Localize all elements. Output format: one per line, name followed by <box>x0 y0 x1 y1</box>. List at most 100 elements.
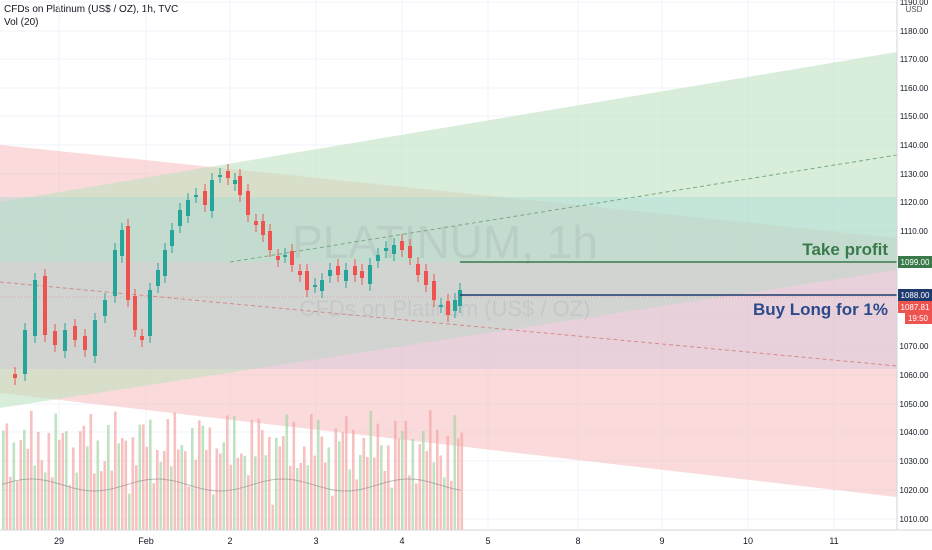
volume-bar <box>142 424 145 530</box>
volume-bar <box>166 419 170 530</box>
volume-bar <box>411 439 415 530</box>
price-tick: 1050.00 <box>900 400 929 409</box>
take-profit-price: 1099.00 <box>901 258 930 267</box>
volume-bar <box>317 419 320 530</box>
candle-body <box>218 175 222 177</box>
volume-bar <box>450 480 453 530</box>
entry-price-tag <box>898 289 932 301</box>
volume-bar <box>457 438 460 530</box>
candle-body <box>233 180 237 184</box>
volume-bar <box>159 461 163 530</box>
volume-ma-line <box>1 478 461 492</box>
volume-bar <box>324 462 327 530</box>
volume-bar <box>72 447 75 530</box>
take-profit-label[interactable]: Take profit <box>802 240 888 259</box>
volume-bar <box>359 454 362 530</box>
price-tick: 1170.00 <box>900 55 929 64</box>
volume-bar <box>446 435 450 530</box>
volume-bar <box>292 421 296 530</box>
volume-bar <box>254 456 257 530</box>
volume-bar <box>306 465 310 530</box>
volume-bar <box>352 429 355 530</box>
volume-bar <box>331 495 334 530</box>
volume-bar <box>380 445 383 530</box>
volume-bar <box>334 428 338 530</box>
candle-body <box>376 255 380 261</box>
volume-bar <box>16 481 19 530</box>
volume-bar <box>75 472 79 530</box>
volume-bar <box>191 427 194 530</box>
candle-body <box>120 230 124 256</box>
volume-bar <box>110 470 114 530</box>
candle-body <box>268 231 272 250</box>
volume-bar <box>439 455 443 530</box>
time-axis[interactable] <box>0 530 932 550</box>
candle-body <box>344 270 348 281</box>
volume-bar <box>285 414 289 530</box>
volume-indicator-label[interactable]: Vol (20) <box>4 17 39 28</box>
time-tick: 8 <box>575 536 580 546</box>
candle-body <box>416 264 420 275</box>
buy-long-label[interactable]: Buy Long for 1% <box>753 300 888 319</box>
volume-bar <box>61 433 65 530</box>
currency-label: USD <box>906 5 923 14</box>
candle-body <box>210 180 214 211</box>
volume-bar <box>310 414 313 530</box>
volume-bar <box>320 436 324 530</box>
volume-bar <box>219 453 222 530</box>
candle-body <box>113 250 117 296</box>
volume-bar <box>33 465 37 530</box>
candle-body <box>336 266 340 275</box>
volume-bar <box>236 457 240 530</box>
volume-bar <box>89 413 93 530</box>
price-tick: 1140.00 <box>900 141 929 150</box>
price-tick: 1130.00 <box>900 170 929 179</box>
candle-body <box>226 171 230 178</box>
candle-body <box>424 271 428 285</box>
volume-bar <box>383 471 387 530</box>
candle-body <box>305 271 309 290</box>
last-price-tag <box>898 301 932 313</box>
candle-body <box>439 305 443 307</box>
volume-bar <box>296 468 299 530</box>
volume-bar <box>247 475 250 530</box>
price-tick: 1070.00 <box>900 342 929 351</box>
candle-body <box>446 301 450 315</box>
time-tick: 4 <box>399 536 404 546</box>
volume-bar <box>26 448 30 530</box>
volume-bar <box>418 444 422 530</box>
volume-bar <box>37 431 40 530</box>
volume-bar <box>82 425 86 530</box>
price-tick: 1010.00 <box>900 515 929 524</box>
candle-body <box>194 195 198 197</box>
volume-bar <box>135 465 138 530</box>
volume-bar <box>222 442 226 530</box>
candle-body <box>353 266 357 275</box>
candle-body <box>163 250 167 276</box>
volume-bar <box>366 457 369 530</box>
volume-bar <box>103 461 107 530</box>
dashed-trend-up <box>229 154 898 263</box>
volume-bar <box>44 472 47 530</box>
volume-bar <box>177 449 180 530</box>
price-tick: 1030.00 <box>900 457 929 466</box>
candle-body <box>246 191 250 215</box>
volume-bar <box>233 415 236 530</box>
last-price: 1087.81 <box>901 303 930 312</box>
volume-bar <box>65 431 68 530</box>
candle-body <box>148 290 152 336</box>
price-tick: 1180.00 <box>900 27 929 36</box>
volume-bar <box>194 459 198 530</box>
volume-bar <box>397 438 401 530</box>
volume-bar <box>212 494 215 530</box>
price-tick: 1110.00 <box>900 227 928 236</box>
take-profit-price-tag <box>898 256 932 268</box>
symbol-title[interactable]: CFDs on Platinum (US$ / OZ), 1h, TVC <box>4 4 179 15</box>
time-tick: 3 <box>313 536 318 546</box>
volume-bar <box>19 440 23 530</box>
volume-bar <box>289 465 292 530</box>
volume-bar <box>460 432 464 530</box>
candle-body <box>384 248 388 251</box>
candle-body <box>93 320 97 356</box>
